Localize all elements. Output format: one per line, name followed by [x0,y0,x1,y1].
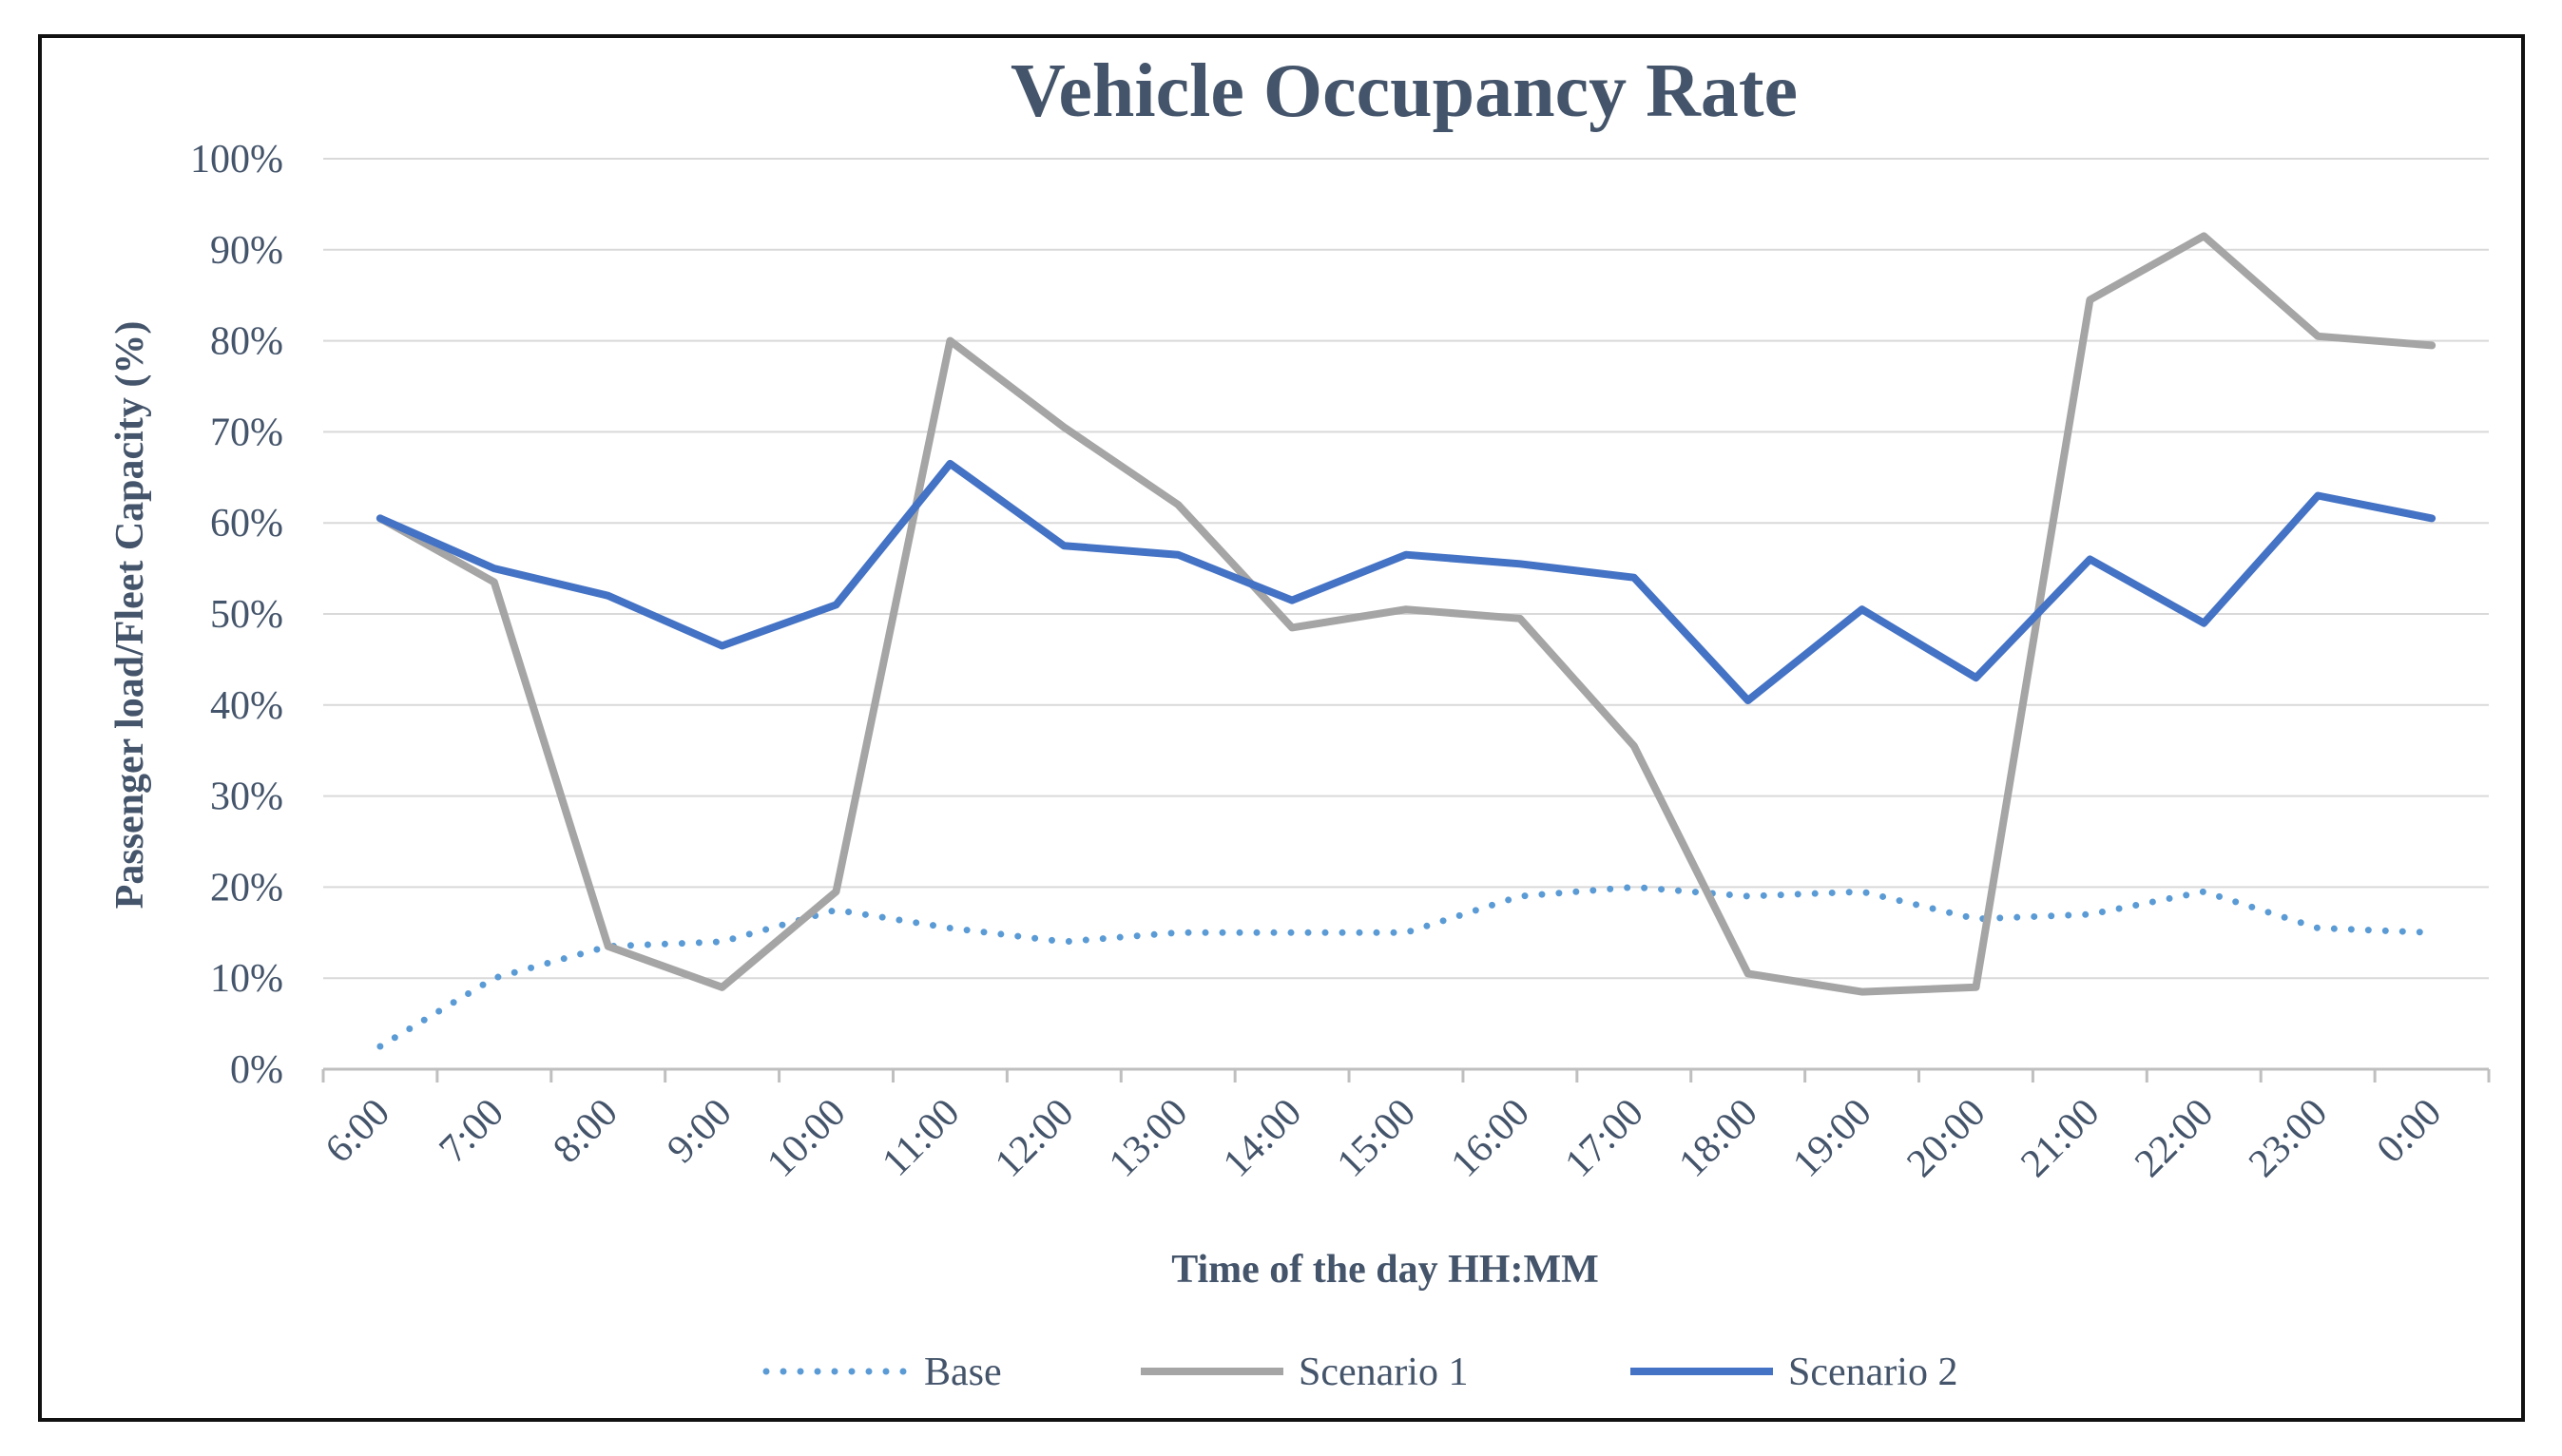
legend-label: Scenario 2 [1788,1351,1957,1394]
x-tick-label: 17:00 [1557,1091,1652,1186]
x-tick-label: 11:00 [874,1091,968,1185]
x-tick-label: 19:00 [1784,1091,1879,1186]
series-line-base [376,883,2436,1050]
x-tick-label: 23:00 [2241,1091,2336,1186]
x-axis [321,1067,2491,1082]
x-axis-title: Time of the day HH:MM [1171,1248,1599,1292]
x-axis-ticks: 6:00 7:00 8:00 9:00 10:00 11:00 12:00 13:00 14:0… [318,1091,2450,1186]
x-tick-label: 18:00 [1671,1091,1766,1186]
x-tick-label: 12:00 [987,1091,1082,1186]
legend: Base Scenario 1 Scenario 2 [762,1351,1957,1394]
x-tick-label: 21:00 [2013,1091,2108,1186]
x-tick-label: 15:00 [1329,1091,1424,1186]
y-tick-label: 70% [210,411,283,454]
series-line-scenario-1 [376,232,2437,996]
x-tick-label: 20:00 [1898,1091,1994,1186]
chart-title: Vehicle Occupancy Rate [1011,49,1798,133]
y-axis-title: Passenger load/Fleet Capacity (%) [108,321,152,910]
x-tick-label: 8:00 [545,1091,626,1172]
y-axis-ticks: 0% 10% 20% 30% 40% 50% 60% 70% 80% 90% 100% [190,138,283,1092]
y-tick-label: 60% [210,502,283,546]
x-tick-label: 10:00 [759,1091,854,1186]
y-tick-label: 50% [210,593,283,637]
x-tick-label: 13:00 [1101,1091,1196,1186]
chart-frame [38,34,2525,1422]
gridlines [323,158,2489,980]
y-tick-label: 0% [230,1048,283,1092]
y-tick-label: 40% [210,684,283,728]
y-tick-label: 30% [210,776,283,819]
x-tick-label: 0:00 [2369,1091,2450,1172]
series-lines [376,232,2437,1050]
y-tick-label: 100% [190,138,283,182]
x-tick-label: 6:00 [318,1091,398,1172]
x-tick-label: 7:00 [432,1091,512,1172]
y-tick-label: 80% [210,320,283,364]
series-line-scenario-2 [376,459,2437,704]
legend-label: Scenario 1 [1299,1351,1468,1394]
x-tick-label: 22:00 [2127,1091,2222,1186]
y-tick-label: 10% [210,957,283,1001]
y-tick-label: 90% [210,229,283,273]
x-tick-label: 14:00 [1215,1091,1310,1186]
legend-label: Base [924,1351,1002,1394]
y-tick-label: 20% [210,866,283,910]
x-tick-label: 9:00 [659,1091,740,1172]
x-tick-label: 16:00 [1443,1091,1538,1186]
